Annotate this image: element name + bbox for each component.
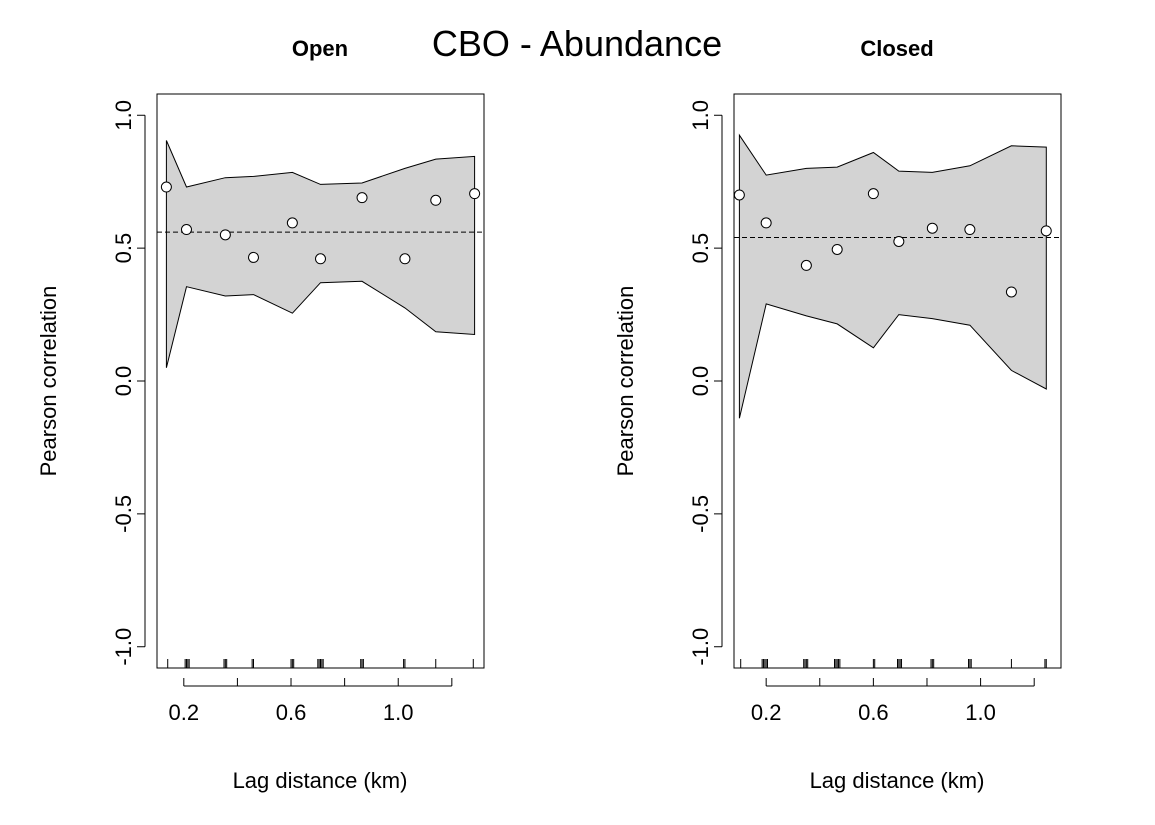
data-point-open: [399, 253, 411, 265]
y-tick-label-closed: 0.5: [688, 233, 713, 264]
x-axis-title-closed: Lag distance (km): [810, 768, 985, 793]
data-point-open: [430, 194, 442, 206]
panel-closed: Closed Lag distance (km) Pearson correla…: [613, 36, 1062, 793]
x-tick-label-open: 1.0: [383, 700, 414, 725]
panel-title-closed: Closed: [860, 36, 933, 61]
y-tick-label-open: 1.0: [111, 100, 136, 131]
panel-title-open: Open: [292, 36, 348, 61]
figure-title: CBO - Abundance: [432, 23, 722, 64]
y-tick-label-closed: -1.0: [688, 628, 713, 666]
data-point-open: [469, 188, 481, 200]
x-tick-label-closed: 0.2: [751, 700, 782, 725]
y-axis-title-open: Pearson correlation: [36, 286, 61, 477]
x-tick-label-closed: 0.6: [858, 700, 889, 725]
x-tick-label-open: 0.2: [169, 700, 200, 725]
data-point-closed: [926, 222, 938, 234]
data-point-closed: [1005, 286, 1017, 298]
data-point-closed: [760, 217, 772, 229]
data-point-closed: [893, 235, 905, 247]
data-point-open: [315, 253, 326, 265]
data-point-open: [180, 224, 192, 236]
y-axis-title-closed: Pearson correlation: [613, 286, 638, 477]
x-axis-title-open: Lag distance (km): [233, 768, 408, 793]
data-point-open: [286, 217, 298, 229]
x-tick-label-closed: 1.0: [965, 700, 996, 725]
panel-open: Open Lag distance (km) Pearson correlati…: [36, 36, 485, 793]
y-tick-label-open: 0.5: [111, 233, 136, 264]
data-point-open: [247, 251, 259, 263]
x-tick-label-open: 0.6: [276, 700, 307, 725]
data-point-open: [160, 181, 172, 193]
y-tick-label-closed: 1.0: [688, 100, 713, 131]
y-tick-label-closed: 0.0: [688, 366, 713, 397]
data-point-closed: [1040, 225, 1052, 237]
data-point-closed: [867, 188, 879, 200]
y-tick-label-open: 0.0: [111, 366, 136, 397]
data-point-open: [219, 229, 231, 241]
y-tick-label-open: -1.0: [111, 628, 136, 666]
data-point-closed: [800, 259, 812, 271]
data-point-closed: [831, 243, 843, 255]
y-tick-label-closed: -0.5: [688, 495, 713, 533]
data-point-closed: [733, 189, 745, 201]
data-point-closed: [964, 224, 976, 236]
envelope-closed: [738, 133, 1047, 419]
y-tick-label-open: -0.5: [111, 495, 136, 533]
data-point-open: [356, 192, 368, 204]
